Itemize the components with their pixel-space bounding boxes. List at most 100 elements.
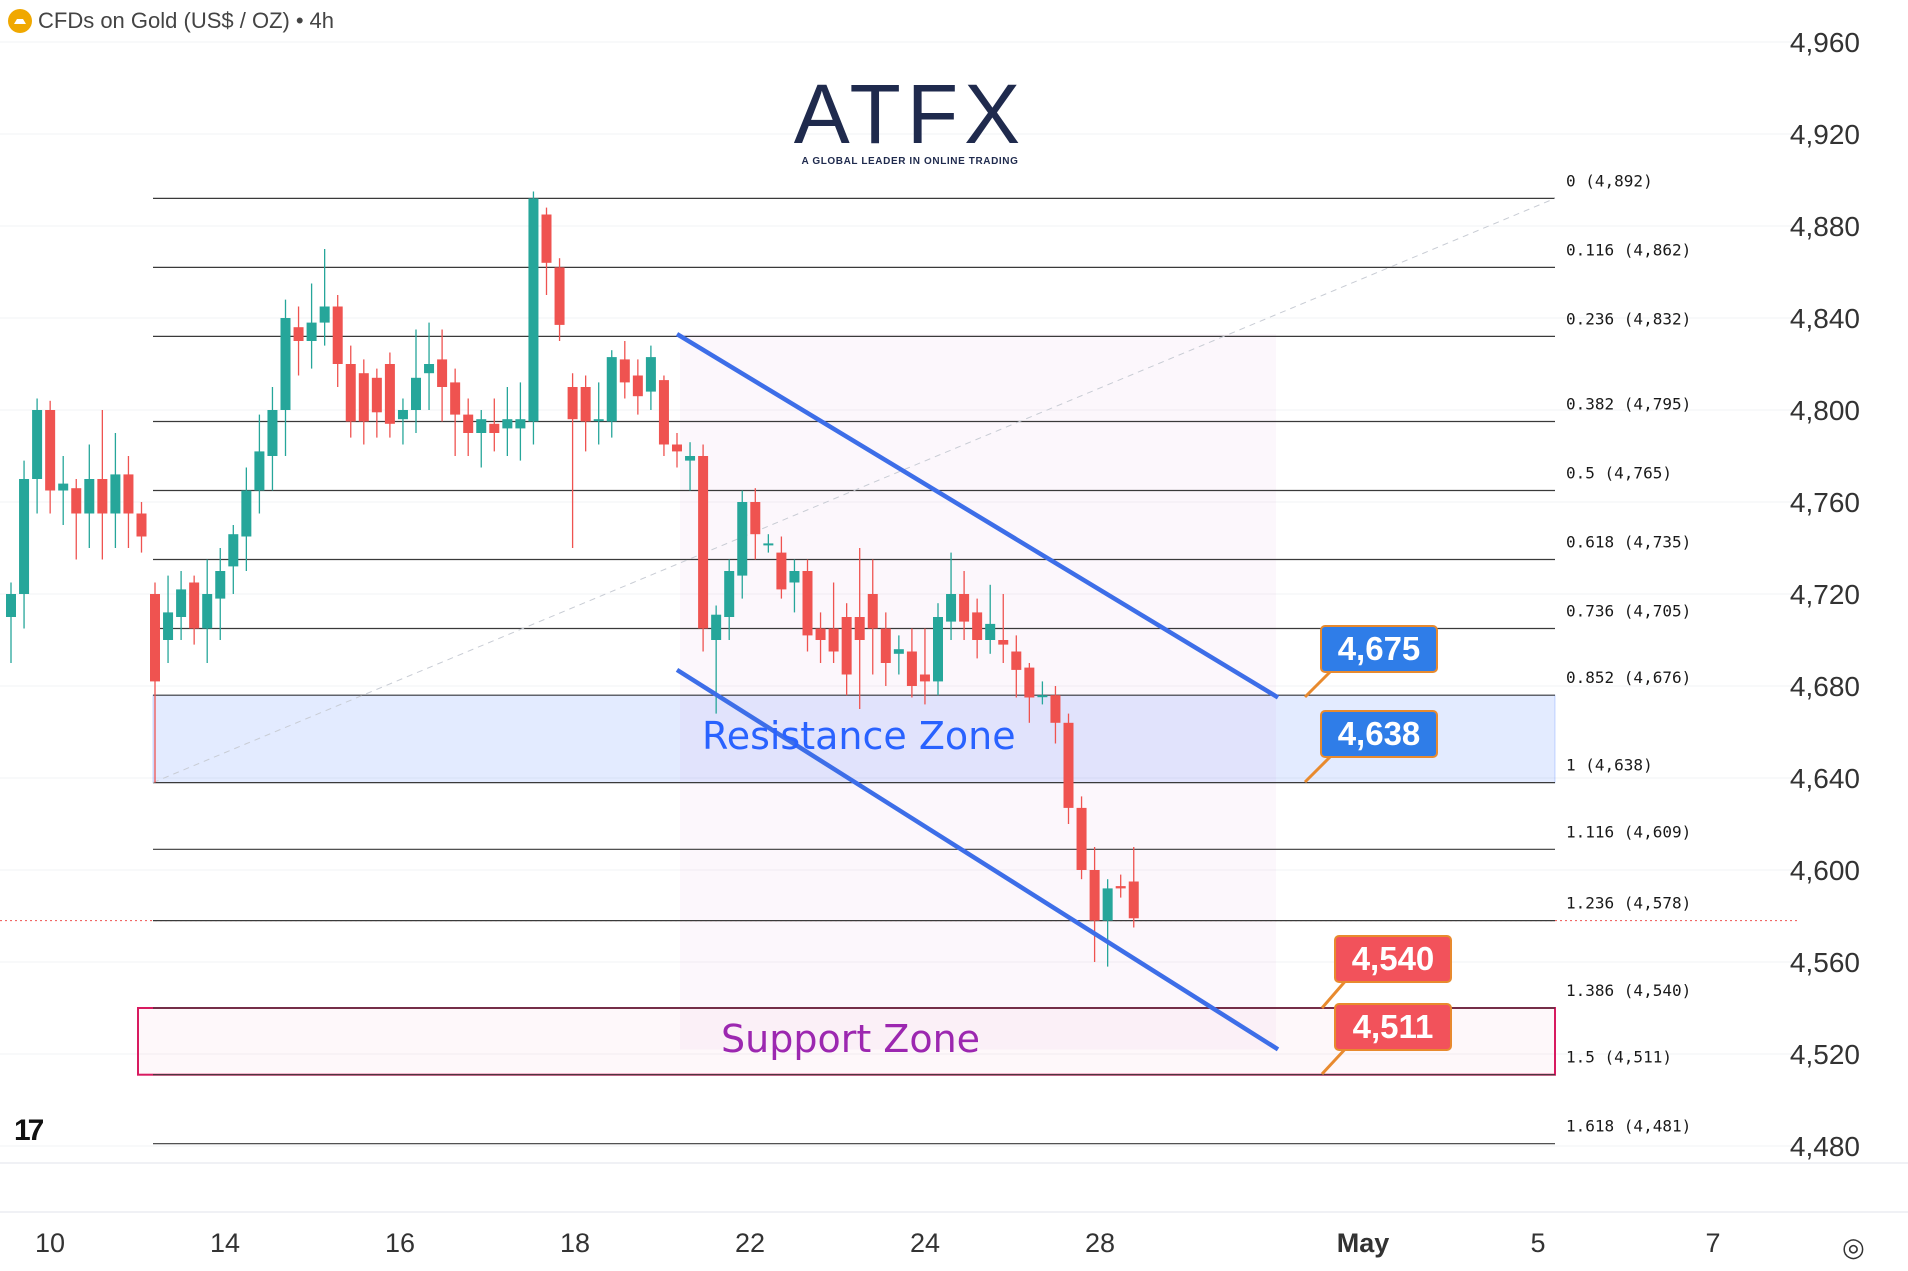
time-axis-label: 14 xyxy=(210,1228,240,1258)
time-axis-label: 10 xyxy=(35,1228,65,1258)
logo-tagline: A GLOBAL LEADER IN ONLINE TRADING xyxy=(801,156,1019,167)
candle xyxy=(906,628,917,698)
price-axis-label: 4,800 xyxy=(1790,395,1860,426)
candle-body xyxy=(737,502,748,576)
candle-body xyxy=(1102,888,1113,921)
candle-body xyxy=(463,414,474,433)
candle-body xyxy=(1024,667,1035,698)
candle xyxy=(880,612,891,686)
candle-body xyxy=(241,490,252,537)
candle-body xyxy=(110,474,121,514)
candle-body xyxy=(163,612,174,640)
settings-gear-icon[interactable]: ◎ xyxy=(1842,1232,1865,1262)
candle xyxy=(841,603,852,696)
candle-body xyxy=(254,451,265,491)
candle-body xyxy=(919,674,930,682)
candle-body xyxy=(476,419,487,433)
candle-body xyxy=(45,410,56,491)
candle xyxy=(45,400,56,514)
candle-body xyxy=(711,614,722,640)
candle-body xyxy=(802,571,813,636)
candle-body xyxy=(228,534,239,567)
candle-body xyxy=(345,364,356,422)
candle xyxy=(1076,796,1087,880)
candle xyxy=(672,433,682,468)
candle xyxy=(567,373,578,548)
candle-body xyxy=(893,649,904,654)
candle xyxy=(998,594,1009,663)
candle-body xyxy=(123,474,134,514)
candle-body xyxy=(358,373,369,422)
candle xyxy=(6,582,16,663)
price-axis-label: 4,680 xyxy=(1790,671,1860,702)
candle-body xyxy=(215,571,226,599)
candle xyxy=(397,398,408,445)
fib-level-label: 1.618 (4,481) xyxy=(1566,1117,1691,1136)
candle-body xyxy=(672,444,682,452)
candle xyxy=(450,368,461,456)
candle xyxy=(528,191,539,445)
candle-body xyxy=(698,456,709,629)
candle xyxy=(502,387,513,456)
fib-level-label: 1.386 (4,540) xyxy=(1566,981,1691,1000)
candle-body xyxy=(528,198,539,422)
candle-body xyxy=(150,594,160,682)
candle xyxy=(933,603,943,696)
candle-body xyxy=(84,479,95,514)
candle xyxy=(163,575,174,663)
candle xyxy=(619,341,630,399)
candle-body xyxy=(541,214,552,263)
candle xyxy=(815,612,826,663)
candle-body xyxy=(1089,870,1100,921)
price-axis-label: 4,600 xyxy=(1790,855,1860,886)
fib-level-label: 0.382 (4,795) xyxy=(1566,395,1691,414)
candle xyxy=(554,258,565,341)
resistance-zone-label: Resistance Zone xyxy=(702,714,1016,758)
candle-body xyxy=(332,306,343,364)
price-axis-label: 4,840 xyxy=(1790,303,1860,334)
time-axis-label: 18 xyxy=(560,1228,590,1258)
candle-body xyxy=(32,410,43,479)
candle-body xyxy=(58,483,69,491)
fibonacci-layer: 0 (4,892) 0.116 (4,862) 0.236 (4,832) 0.382… xyxy=(152,171,1691,1145)
time-axis-label: 16 xyxy=(385,1228,415,1258)
candle-body xyxy=(567,387,578,420)
candle xyxy=(1011,635,1022,698)
candle-body xyxy=(1076,807,1087,870)
price-axis-label: 4,520 xyxy=(1790,1039,1860,1070)
fib-level-label: 1.116 (4,609) xyxy=(1566,822,1691,841)
candle xyxy=(254,414,265,514)
candle-body xyxy=(306,322,317,341)
candle-body xyxy=(906,651,917,686)
candle xyxy=(724,559,735,640)
candle-body xyxy=(202,594,213,629)
candle-body xyxy=(580,387,591,422)
chart-header: CFDs on Gold (US$ / OZ) • 4h xyxy=(8,6,334,36)
candle-body xyxy=(437,359,448,387)
time-axis-label: 22 xyxy=(735,1228,765,1258)
fib-level-label: 0 (4,892) xyxy=(1566,171,1653,190)
candle xyxy=(1063,713,1074,824)
fib-level-label: 1 (4,638) xyxy=(1566,756,1653,775)
price-axis-label: 4,920 xyxy=(1790,119,1860,150)
candle-body xyxy=(685,456,696,461)
candle-body xyxy=(424,364,435,374)
candle-body xyxy=(411,377,421,410)
tradingview-logo[interactable]: 17 xyxy=(14,1114,44,1147)
candle xyxy=(776,536,787,599)
candle xyxy=(541,207,552,295)
candle-body xyxy=(71,488,82,514)
candle xyxy=(489,398,500,452)
candle xyxy=(515,382,526,461)
candle xyxy=(919,628,930,705)
candle-body xyxy=(658,380,669,445)
candle-body xyxy=(959,594,970,622)
candle xyxy=(658,375,669,456)
support-zone-label: Support Zone xyxy=(721,1017,981,1061)
candle xyxy=(84,444,95,548)
candle xyxy=(959,571,970,640)
candle-body xyxy=(867,594,878,629)
candle xyxy=(737,490,748,599)
fib-level-label: 0.5 (4,765) xyxy=(1566,464,1672,483)
